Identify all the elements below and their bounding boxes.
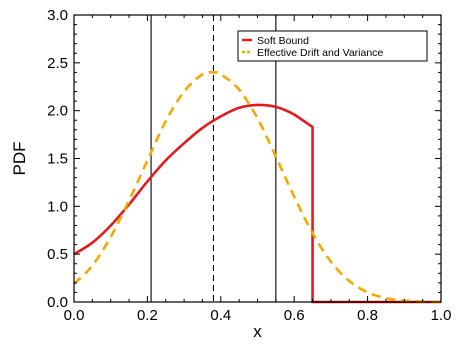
x-tick-label: 0.8 — [357, 307, 378, 324]
y-tick-label: 2.0 — [47, 103, 68, 120]
x-tick-labels: 0.0 0.2 0.4 0.6 0.8 1.0 — [64, 307, 452, 324]
y-tick-label: 1.5 — [47, 151, 68, 168]
legend-box — [237, 30, 428, 62]
legend: Soft Bound Effective Drift and Variance — [237, 30, 428, 62]
plot-frame — [73, 14, 442, 303]
y-tick-label: 2.5 — [47, 55, 68, 72]
x-axis-label: x — [253, 322, 262, 341]
x-tick-label: 0.0 — [64, 307, 85, 324]
x-tick-label: 1.0 — [431, 307, 452, 324]
y-axis-label: PDF — [10, 142, 29, 176]
y-tick-label: 0.5 — [47, 246, 68, 263]
legend-label-soft-bound: Soft Bound — [257, 35, 309, 47]
legend-label-effective-drift: Effective Drift and Variance — [257, 47, 383, 59]
y-tick-label: 1.0 — [47, 198, 68, 215]
x-tick-label: 0.2 — [137, 307, 158, 324]
y-tick-label: 0.0 — [47, 294, 68, 311]
x-tick-label: 0.4 — [210, 307, 231, 324]
series-line-1 — [73, 70, 442, 304]
x-tick-label: 0.6 — [284, 307, 305, 324]
y-tick-labels: 0.0 0.5 1.0 1.5 2.0 2.5 3.0 — [47, 7, 68, 311]
y-tick-label: 3.0 — [47, 7, 68, 24]
